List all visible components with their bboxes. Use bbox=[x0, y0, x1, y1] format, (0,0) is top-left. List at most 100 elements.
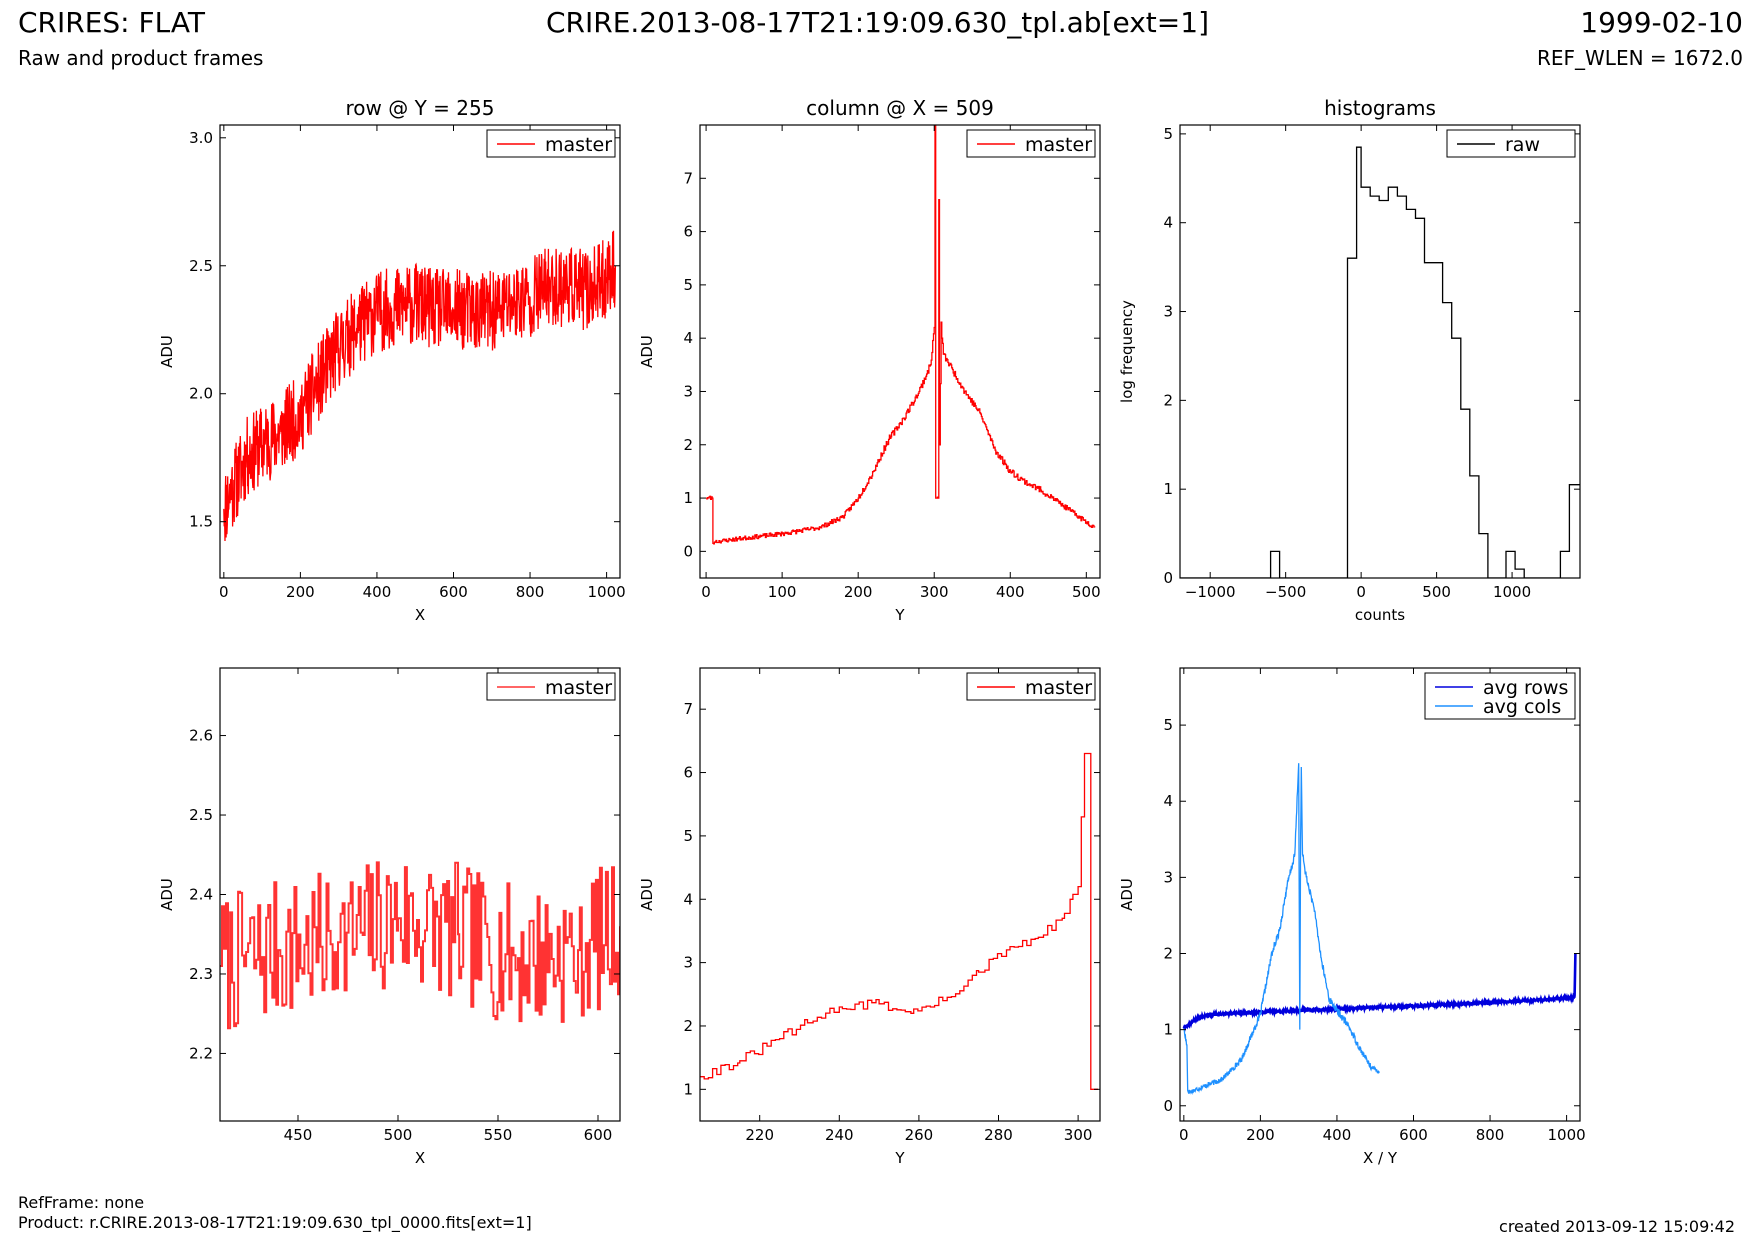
x-tick-label: 400 bbox=[996, 583, 1025, 601]
series-avg-cols-line bbox=[1183, 763, 1380, 1095]
series-master-line bbox=[223, 230, 617, 542]
x-tick-label: 0 bbox=[1179, 1126, 1189, 1144]
chart-title: histograms bbox=[1324, 96, 1436, 120]
x-tick-label: 1000 bbox=[1493, 583, 1531, 601]
x-axis-label: Y bbox=[894, 1149, 905, 1167]
y-tick-label: 2.0 bbox=[189, 385, 213, 403]
y-tick-label: 1.5 bbox=[189, 513, 213, 531]
y-tick-label: 5 bbox=[1163, 125, 1173, 143]
x-axis-label: X bbox=[415, 1149, 425, 1167]
y-tick-label: 5 bbox=[1163, 716, 1173, 734]
x-tick-label: 200 bbox=[844, 583, 873, 601]
page-subtitle: Raw and product frames bbox=[18, 46, 264, 70]
series-group bbox=[706, 125, 1096, 545]
y-tick-label: 1 bbox=[1163, 480, 1173, 498]
legend: master bbox=[966, 129, 1096, 158]
x-tick-label: 600 bbox=[584, 1126, 613, 1144]
y-tick-label: 5 bbox=[683, 827, 693, 845]
x-tick-label: 300 bbox=[1064, 1126, 1093, 1144]
x-tick-label: 240 bbox=[825, 1126, 854, 1144]
y-tick-label: 0 bbox=[683, 542, 693, 560]
ref-wlen-label: REF_WLEN = 1672.0 bbox=[1536, 46, 1743, 70]
x-tick-label: 1000 bbox=[588, 583, 626, 601]
y-tick-label: 4 bbox=[683, 890, 693, 908]
legend-label: master bbox=[1025, 677, 1092, 699]
plot-frame bbox=[699, 124, 1101, 579]
legend: master bbox=[486, 129, 616, 158]
x-tick-label: 300 bbox=[920, 583, 949, 601]
x-tick-label: 500 bbox=[1422, 583, 1451, 601]
y-tick-label: 1 bbox=[683, 1080, 693, 1098]
chart-p4: 450 500 550 600 2.2 2.3 2.4 2.5 2.6 X ADU master bbox=[158, 667, 621, 1167]
y-tick-label: 2.4 bbox=[189, 886, 213, 904]
series-group bbox=[220, 861, 620, 1030]
y-tick-label: 3 bbox=[683, 382, 693, 400]
legend-label: master bbox=[545, 134, 612, 156]
legend-box bbox=[1424, 672, 1576, 720]
y-tick-label: 2.3 bbox=[189, 965, 213, 983]
x-tick-label: 0 bbox=[219, 583, 229, 601]
y-tick-label: 2.2 bbox=[189, 1044, 213, 1062]
legend-label: raw bbox=[1505, 134, 1540, 156]
y-tick-label: 0 bbox=[1163, 569, 1173, 587]
chart-p1: 0 200 400 600 800 1000 1.5 2.0 2.5 3.0 row @ Y = 2… bbox=[158, 96, 626, 624]
page-title: CRIRES: FLAT bbox=[18, 6, 205, 39]
y-tick-label: 7 bbox=[683, 700, 693, 718]
y-tick-label: 6 bbox=[683, 223, 693, 241]
y-tick-label: 4 bbox=[1163, 792, 1173, 810]
y-tick-label: 2 bbox=[1163, 391, 1173, 409]
y-tick-label: 2.5 bbox=[189, 806, 213, 824]
x-tick-label: 550 bbox=[484, 1126, 513, 1144]
plot-frame bbox=[219, 667, 621, 1122]
y-tick-label: 4 bbox=[1163, 214, 1173, 232]
y-tick-label: 7 bbox=[683, 169, 693, 187]
series-group bbox=[1180, 146, 1580, 578]
series-master-line bbox=[220, 861, 620, 1030]
file-title: CRIRE.2013-08-17T21:19:09.630_tpl.ab[ext… bbox=[545, 6, 1209, 39]
x-tick-label: 200 bbox=[286, 583, 315, 601]
series-master-line bbox=[700, 752, 1098, 1090]
y-tick-label: 2.5 bbox=[189, 257, 213, 275]
plot-frame bbox=[1179, 124, 1581, 579]
legend: master bbox=[486, 672, 616, 701]
x-tick-label: 1000 bbox=[1548, 1126, 1586, 1144]
y-tick-label: 6 bbox=[683, 764, 693, 782]
plot-frame bbox=[1179, 667, 1581, 1122]
y-tick-label: 2 bbox=[683, 1017, 693, 1035]
x-axis-label: Y bbox=[894, 606, 905, 624]
x-tick-label: 400 bbox=[363, 583, 392, 601]
date-label: 1999-02-10 bbox=[1580, 6, 1743, 39]
y-tick-label: 2 bbox=[683, 436, 693, 454]
y-tick-label: 4 bbox=[683, 329, 693, 347]
y-tick-label: 1 bbox=[1163, 1021, 1173, 1039]
y-tick-label: 3 bbox=[683, 954, 693, 972]
series-group bbox=[700, 752, 1098, 1090]
chart-title: row @ Y = 255 bbox=[346, 96, 495, 120]
legend-label: avg rows bbox=[1483, 677, 1568, 699]
legend: raw bbox=[1446, 129, 1576, 158]
x-tick-label: 600 bbox=[439, 583, 468, 601]
y-axis-label: ADU bbox=[1118, 878, 1136, 911]
x-tick-label: 800 bbox=[516, 583, 545, 601]
x-axis-label: X / Y bbox=[1363, 1149, 1398, 1167]
product-label: Product: r.CRIRE.2013-08-17T21:19:09.630… bbox=[18, 1213, 532, 1232]
x-tick-label: 0 bbox=[1356, 583, 1366, 601]
refframe-label: RefFrame: none bbox=[18, 1193, 145, 1212]
x-tick-label: 100 bbox=[768, 583, 797, 601]
y-tick-label: 2.6 bbox=[189, 727, 213, 745]
series-group bbox=[223, 230, 617, 542]
y-tick-label: 3.0 bbox=[189, 129, 213, 147]
y-tick-label: 3 bbox=[1163, 303, 1173, 321]
x-axis-label: X bbox=[415, 606, 425, 624]
x-tick-label: 400 bbox=[1323, 1126, 1352, 1144]
chart-p3: −1000 −500 0 500 1000 0 1 2 3 4 5 histograms counts l… bbox=[1118, 96, 1581, 624]
x-tick-label: 200 bbox=[1246, 1126, 1275, 1144]
x-tick-label: 600 bbox=[1399, 1126, 1428, 1144]
y-tick-label: 5 bbox=[683, 276, 693, 294]
legend-label: avg cols bbox=[1483, 696, 1561, 718]
x-tick-label: 0 bbox=[701, 583, 711, 601]
x-tick-label: 450 bbox=[284, 1126, 313, 1144]
y-axis-label: ADU bbox=[158, 878, 176, 911]
x-tick-label: −1000 bbox=[1185, 583, 1236, 601]
